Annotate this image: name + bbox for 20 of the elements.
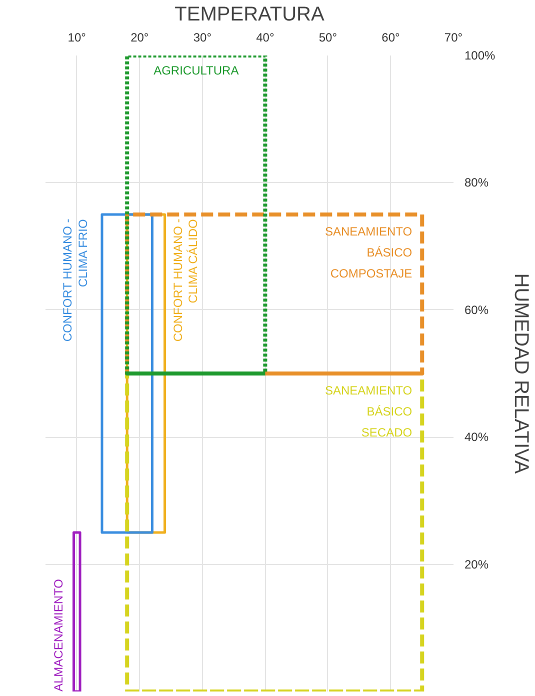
x-tick-label: 20° <box>130 30 149 44</box>
x-tick-label: 40° <box>256 30 274 44</box>
x-axis-title: TEMPERATURA <box>174 4 325 26</box>
y-tick-label: 20% <box>464 557 489 572</box>
text: ALMACENAMIENTO <box>52 579 66 692</box>
text: CONFORT HUMANO - CLIMA FRIO <box>60 218 90 342</box>
y-tick-label: 80% <box>464 176 489 190</box>
y-tick-label: 60% <box>464 302 489 317</box>
y-tick-label: 40% <box>464 430 489 444</box>
x-tick-label: 60° <box>382 30 400 44</box>
series-label: SANEAMIENTO BÁSICO SECADO <box>324 384 412 440</box>
x-tick-label: 50° <box>318 30 338 44</box>
y-axis-title: HUMEDAD RELATIVA <box>510 273 532 474</box>
series-label: SANEAMIENTO BÁSICO COMPOSTAJE <box>324 224 412 280</box>
x-tick-label: 70° <box>444 30 463 44</box>
x-tick-label: 30° <box>193 30 212 44</box>
x-tick-label: 10° <box>68 30 86 44</box>
y-tick-label: 100% <box>464 48 496 62</box>
series-label: AGRICULTURA <box>154 64 239 78</box>
text: CONFORT HUMANO - CLIMA CÁLIDO <box>170 218 200 342</box>
